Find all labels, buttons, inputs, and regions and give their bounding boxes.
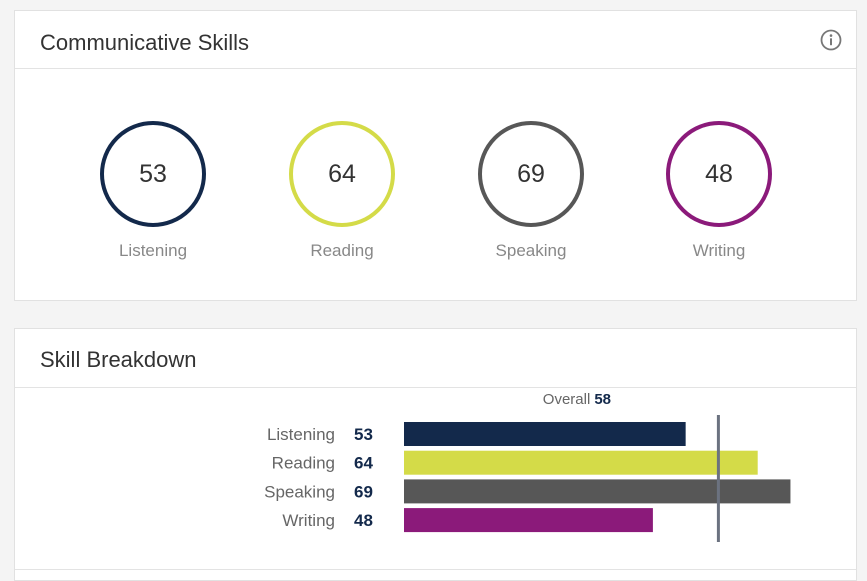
listening-score: 53 — [139, 159, 167, 188]
bar-value-speaking: 69 — [354, 482, 373, 501]
reading-label: Reading — [310, 241, 374, 260]
bar-label-writing: Writing — [282, 511, 335, 530]
bars-group: Listening 53 Reading 64 Speaking 69 Writing 48 — [264, 415, 791, 542]
writing-score-ring: 48 — [666, 121, 772, 227]
bar-value-reading: 64 — [354, 454, 373, 473]
bar-label-reading: Reading — [272, 454, 335, 473]
bar-value-listening: 53 — [354, 425, 373, 444]
listening-score-ring: 53 — [100, 121, 206, 227]
reading-score-ring: 64 — [289, 121, 395, 227]
skill-writing: 48 Writing — [649, 121, 789, 261]
skill-speaking: 69 Speaking — [461, 121, 601, 261]
reading-score: 64 — [328, 159, 356, 188]
skill-listening: 53 Listening — [83, 121, 223, 261]
listening-label: Listening — [118, 241, 188, 260]
skill-breakdown-title: Skill Breakdown — [40, 347, 197, 372]
writing-label: Writing — [692, 241, 746, 260]
overall-label-text: Overall — [543, 391, 591, 408]
speaking-score-ring: 69 — [478, 121, 584, 227]
bar-listening — [404, 422, 686, 446]
bar-label-speaking: Speaking — [264, 482, 335, 501]
communicative-skills-card: Communicative Skills 53 Listening 64 Rea… — [14, 10, 857, 301]
skill-breakdown-card: Skill Breakdown Overall 58 Listening 53 Rea… — [14, 328, 857, 581]
communicative-skills-title: Communicative Skills — [40, 30, 250, 55]
bar-writing — [404, 508, 653, 533]
skill-reading: 64 Reading — [272, 121, 412, 261]
skill-breakdown-chart-area: Overall 58 Listening 53 Reading 64 Speaking 69… — [15, 388, 856, 568]
overall-value: 58 — [594, 391, 611, 408]
bar-reading — [404, 450, 758, 475]
info-icon[interactable] — [820, 29, 842, 51]
communicative-skills-header: Communicative Skills — [15, 11, 856, 69]
skill-breakdown-header: Skill Breakdown — [15, 329, 856, 388]
overall-label: Overall 58 — [543, 391, 611, 408]
bar-speaking — [404, 479, 791, 504]
card-bottom-divider — [15, 569, 856, 570]
overall-reference-line — [716, 415, 720, 542]
skill-score-circles: 53 Listening 64 Reading 69 Speaking 48 W… — [15, 69, 856, 301]
bar-label-listening: Listening — [267, 425, 335, 444]
skill-breakdown-chart: Overall 58 Listening 53 Reading 64 Speaking 69… — [264, 391, 791, 542]
bar-value-writing: 48 — [354, 511, 373, 530]
writing-score: 48 — [705, 159, 733, 188]
speaking-label: Speaking — [495, 241, 567, 260]
speaking-score: 69 — [517, 159, 545, 188]
